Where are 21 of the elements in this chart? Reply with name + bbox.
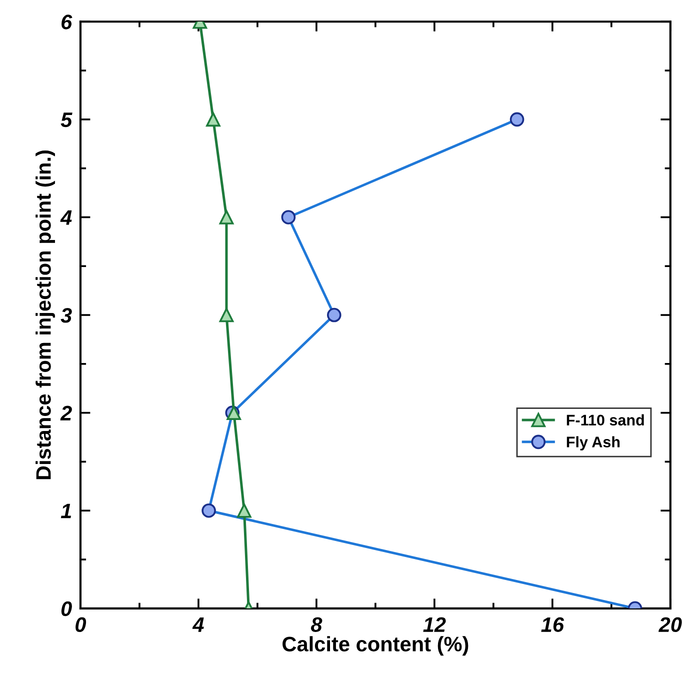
legend-label: F-110 sand — [566, 414, 644, 426]
y-tick-label: 2 — [60, 406, 72, 420]
legend-label: Fly Ash — [566, 436, 620, 450]
x-tick-label: 16 — [541, 617, 564, 632]
y-axis-title: Distance from injection point (in.) — [36, 150, 55, 480]
x-tick-label: 0 — [76, 617, 86, 632]
y-tick-label: 6 — [62, 14, 72, 30]
x-tick-label: 20 — [658, 617, 682, 632]
y-tick-label: 1 — [60, 504, 72, 518]
x-tick-label: 12 — [423, 617, 446, 632]
point — [206, 112, 220, 127]
x-axis-title: Calcite content (%) — [282, 636, 468, 656]
y-tick-label: 0 — [61, 601, 72, 616]
y-tick-label: 4 — [60, 210, 72, 225]
y-tick-label: 3 — [60, 308, 72, 323]
x-tick-label: 4 — [192, 618, 204, 632]
point — [237, 503, 252, 518]
x-tick-label: 8 — [310, 617, 322, 632]
point — [219, 210, 234, 224]
point — [219, 308, 234, 322]
y-tick-label: 5 — [60, 112, 72, 128]
